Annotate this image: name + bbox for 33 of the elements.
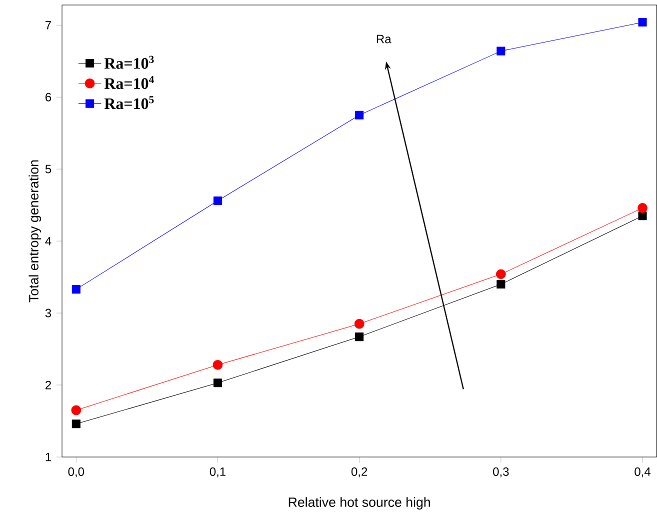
legend-label: Ra=10$^{3}$ xyxy=(104,56,154,69)
point xyxy=(638,212,647,220)
x-tick-label: 0,1 xyxy=(210,467,226,478)
point xyxy=(72,285,80,294)
point xyxy=(638,18,647,27)
y-tick-label: 3 xyxy=(45,308,52,318)
point xyxy=(355,332,364,342)
point xyxy=(71,405,82,416)
x-tick-label: 0,4 xyxy=(634,467,650,478)
x-tick-label: 0,2 xyxy=(351,467,368,478)
y-tick-label: 4 xyxy=(45,236,52,246)
point xyxy=(213,378,222,388)
y-tick-label: 1 xyxy=(46,452,52,462)
x-axis-title: Relative hot source high xyxy=(288,497,430,510)
point xyxy=(638,203,648,213)
point xyxy=(354,318,364,329)
y-tick-label: 2 xyxy=(46,380,51,390)
point xyxy=(355,110,364,120)
point xyxy=(212,360,223,370)
y-axis-title: Total entropy generation xyxy=(28,160,42,302)
x-tick-label: 0,0 xyxy=(68,467,84,478)
x-tick-label: 0,3 xyxy=(493,467,509,478)
point xyxy=(72,420,80,428)
legend-label: Ra=10$^{4}$ xyxy=(104,76,154,89)
y-tick-label: 5 xyxy=(45,164,52,174)
point xyxy=(496,280,506,289)
point xyxy=(213,196,222,206)
y-tick-label: 6 xyxy=(46,92,52,102)
annotation: Ra xyxy=(376,34,392,44)
legend-label: Ra=10$^{5}$ xyxy=(104,96,154,110)
point xyxy=(496,269,506,280)
point xyxy=(496,46,506,56)
y-tick-label: 7 xyxy=(46,21,51,30)
